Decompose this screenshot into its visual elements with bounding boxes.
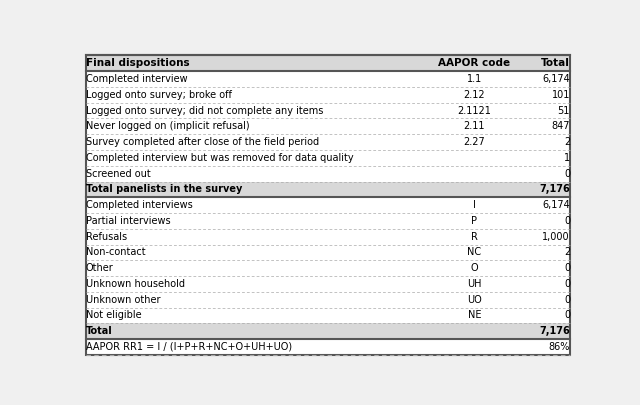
- Bar: [86, 119, 570, 134]
- Text: 2.11: 2.11: [463, 122, 485, 131]
- Bar: [86, 213, 570, 229]
- Text: UO: UO: [467, 295, 482, 305]
- Text: 7,176: 7,176: [540, 326, 570, 336]
- Text: 2: 2: [564, 137, 570, 147]
- Text: 0: 0: [564, 216, 570, 226]
- Bar: [86, 197, 570, 213]
- Text: 51: 51: [557, 106, 570, 115]
- Text: NC: NC: [467, 247, 481, 258]
- Text: Logged onto survey; did not complete any items: Logged onto survey; did not complete any…: [86, 106, 323, 115]
- Text: 2.27: 2.27: [463, 137, 485, 147]
- Bar: [86, 134, 570, 150]
- Text: I: I: [473, 200, 476, 210]
- Text: Completed interview but was removed for data quality: Completed interview but was removed for …: [86, 153, 353, 163]
- Text: Never logged on (implicit refusal): Never logged on (implicit refusal): [86, 122, 250, 131]
- Text: 1,000: 1,000: [543, 232, 570, 242]
- Text: 6,174: 6,174: [542, 200, 570, 210]
- Text: Completed interviews: Completed interviews: [86, 200, 193, 210]
- Text: Unknown household: Unknown household: [86, 279, 185, 289]
- Text: 2: 2: [564, 247, 570, 258]
- Bar: [86, 292, 570, 307]
- Bar: [86, 339, 570, 355]
- Bar: [86, 55, 570, 71]
- Text: Final dispositions: Final dispositions: [86, 58, 189, 68]
- Text: 847: 847: [552, 122, 570, 131]
- Text: 6,174: 6,174: [542, 74, 570, 84]
- Text: Total: Total: [86, 326, 113, 336]
- Text: O: O: [470, 263, 478, 273]
- Bar: [86, 87, 570, 103]
- Text: 2.12: 2.12: [463, 90, 485, 100]
- Text: Not eligible: Not eligible: [86, 311, 141, 320]
- Text: 0: 0: [564, 279, 570, 289]
- Text: 0: 0: [564, 263, 570, 273]
- Text: Total panelists in the survey: Total panelists in the survey: [86, 184, 243, 194]
- Text: Unknown other: Unknown other: [86, 295, 161, 305]
- Text: 1.1: 1.1: [467, 74, 482, 84]
- Text: 101: 101: [552, 90, 570, 100]
- Text: Total: Total: [541, 58, 570, 68]
- Text: AAPOR RR1 = I / (I+P+R+NC+O+UH+UO): AAPOR RR1 = I / (I+P+R+NC+O+UH+UO): [86, 342, 292, 352]
- Text: NE: NE: [468, 311, 481, 320]
- Bar: [86, 103, 570, 119]
- Text: AAPOR code: AAPOR code: [438, 58, 510, 68]
- Text: 1: 1: [564, 153, 570, 163]
- Bar: [86, 181, 570, 197]
- Text: Logged onto survey; broke off: Logged onto survey; broke off: [86, 90, 232, 100]
- Text: Screened out: Screened out: [86, 168, 150, 179]
- Bar: [86, 323, 570, 339]
- Text: 86%: 86%: [548, 342, 570, 352]
- Text: 7,176: 7,176: [540, 184, 570, 194]
- Text: P: P: [471, 216, 477, 226]
- Text: R: R: [471, 232, 477, 242]
- Text: 0: 0: [564, 311, 570, 320]
- Text: 0: 0: [564, 168, 570, 179]
- Text: Refusals: Refusals: [86, 232, 127, 242]
- Text: 0: 0: [564, 295, 570, 305]
- Bar: [86, 166, 570, 181]
- Text: 2.1121: 2.1121: [458, 106, 492, 115]
- Bar: [86, 276, 570, 292]
- Text: Survey completed after close of the field period: Survey completed after close of the fiel…: [86, 137, 319, 147]
- Text: UH: UH: [467, 279, 481, 289]
- Text: Partial interviews: Partial interviews: [86, 216, 171, 226]
- Bar: [86, 307, 570, 323]
- Bar: [86, 245, 570, 260]
- Bar: [86, 150, 570, 166]
- Bar: [86, 229, 570, 245]
- Text: Non-contact: Non-contact: [86, 247, 145, 258]
- Bar: [86, 260, 570, 276]
- Text: Other: Other: [86, 263, 114, 273]
- Bar: [86, 71, 570, 87]
- Text: Completed interview: Completed interview: [86, 74, 188, 84]
